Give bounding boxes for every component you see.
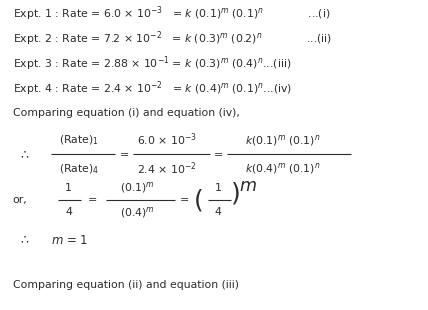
Text: $k$(0.4)$^{m}$ (0.1)$^{n}$: $k$(0.4)$^{m}$ (0.1)$^{n}$: [245, 162, 320, 176]
Text: Expt. 1 : Rate = 6.0 × 10$^{-3}$   = $k$ (0.1)$^{m}$ (0.1)$^{n}$             ...: Expt. 1 : Rate = 6.0 × 10$^{-3}$ = $k$ (…: [13, 5, 330, 23]
Text: (Rate)$_4$: (Rate)$_4$: [59, 162, 99, 176]
Text: (0.4)$^{m}$: (0.4)$^{m}$: [119, 205, 155, 220]
Text: 6.0 × 10$^{-3}$: 6.0 × 10$^{-3}$: [137, 132, 197, 148]
Text: ∴: ∴: [21, 148, 29, 162]
Text: 4: 4: [215, 207, 222, 217]
Text: )$^{m}$: )$^{m}$: [230, 180, 258, 207]
Text: $k$(0.1)$^{m}$ (0.1)$^{n}$: $k$(0.1)$^{m}$ (0.1)$^{n}$: [245, 133, 320, 148]
Text: (: (: [193, 189, 203, 213]
Text: 4: 4: [65, 207, 72, 217]
Text: =: =: [119, 150, 129, 160]
Text: Comparing equation (ii) and equation (iii): Comparing equation (ii) and equation (ii…: [13, 280, 239, 290]
Text: =: =: [87, 195, 97, 205]
Text: Expt. 4 : Rate = 2.4 × 10$^{-2}$   = $k$ (0.4)$^{m}$ (0.1)$^{n}$...(iv): Expt. 4 : Rate = 2.4 × 10$^{-2}$ = $k$ (…: [13, 79, 292, 98]
Text: Expt. 2 : Rate = 7.2 × 10$^{-2}$   = $k$ (0.3)$^{m}$ (0.2)$^{n}$             ...: Expt. 2 : Rate = 7.2 × 10$^{-2}$ = $k$ (…: [13, 29, 332, 48]
Text: 1: 1: [65, 183, 72, 193]
Text: ∴: ∴: [21, 234, 29, 247]
Text: Expt. 3 : Rate = 2.88 × 10$^{-1}$ = $k$ (0.3)$^{m}$ (0.4)$^{n}$...(iii): Expt. 3 : Rate = 2.88 × 10$^{-1}$ = $k$ …: [13, 54, 291, 73]
Text: $m$ = 1: $m$ = 1: [51, 234, 89, 247]
Text: 2.4 × 10$^{-2}$: 2.4 × 10$^{-2}$: [137, 161, 197, 177]
Text: 1: 1: [215, 183, 222, 193]
Text: (Rate)$_1$: (Rate)$_1$: [59, 133, 99, 147]
Text: =: =: [179, 195, 189, 205]
Text: (0.1)$^{m}$: (0.1)$^{m}$: [119, 180, 155, 195]
Text: =: =: [214, 150, 223, 160]
Text: or,: or,: [13, 195, 27, 205]
Text: Comparing equation (i) and equation (iv),: Comparing equation (i) and equation (iv)…: [13, 108, 240, 118]
